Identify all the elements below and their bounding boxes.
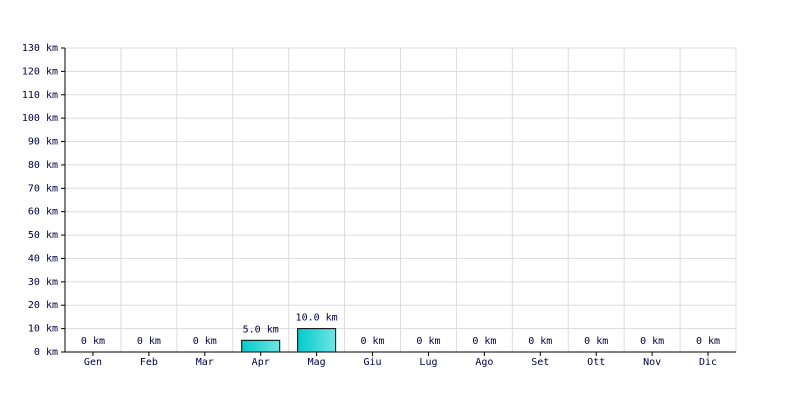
data-label: 5.0 km — [243, 324, 279, 335]
y-tick-label: 90 km — [28, 137, 58, 148]
data-label: 0 km — [640, 336, 664, 347]
x-tick-label: Apr — [252, 357, 270, 368]
x-tick-label: Giu — [364, 357, 382, 368]
y-tick-label: 120 km — [22, 66, 58, 77]
data-label: 0 km — [416, 336, 440, 347]
x-tick-label: Dic — [699, 357, 717, 368]
y-tick-label: 40 km — [28, 253, 58, 264]
x-tick-label: Mar — [196, 357, 214, 368]
y-tick-label: 110 km — [22, 90, 58, 101]
y-tick-label: 20 km — [28, 300, 58, 311]
x-tick-label: Lug — [419, 357, 437, 368]
y-tick-label: 10 km — [28, 324, 58, 335]
bar — [297, 328, 337, 353]
data-label: 0 km — [528, 336, 552, 347]
data-label: 0 km — [360, 336, 384, 347]
data-label: 0 km — [81, 336, 105, 347]
bar — [241, 339, 281, 353]
x-tick-label: Mag — [308, 357, 326, 368]
x-tick-label: Ago — [475, 357, 493, 368]
x-tick-label: Ott — [587, 357, 605, 368]
y-tick-label: 100 km — [22, 113, 58, 124]
y-tick-label: 80 km — [28, 160, 58, 171]
data-label: 0 km — [696, 336, 720, 347]
x-tick-label: Gen — [84, 357, 102, 368]
data-label: 10.0 km — [296, 313, 338, 324]
y-tick-label: 130 km — [22, 43, 58, 54]
y-tick-label: 0 km — [34, 347, 58, 358]
y-tick-label: 50 km — [28, 230, 58, 241]
data-label: 0 km — [584, 336, 608, 347]
x-tick-label: Nov — [643, 357, 661, 368]
y-tick-label: 70 km — [28, 183, 58, 194]
y-tick-label: 60 km — [28, 207, 58, 218]
data-label: 0 km — [472, 336, 496, 347]
x-tick-label: Feb — [140, 357, 158, 368]
data-label: 0 km — [137, 336, 161, 347]
data-label: 0 km — [193, 336, 217, 347]
x-tick-label: Set — [531, 357, 549, 368]
y-tick-label: 30 km — [28, 277, 58, 288]
